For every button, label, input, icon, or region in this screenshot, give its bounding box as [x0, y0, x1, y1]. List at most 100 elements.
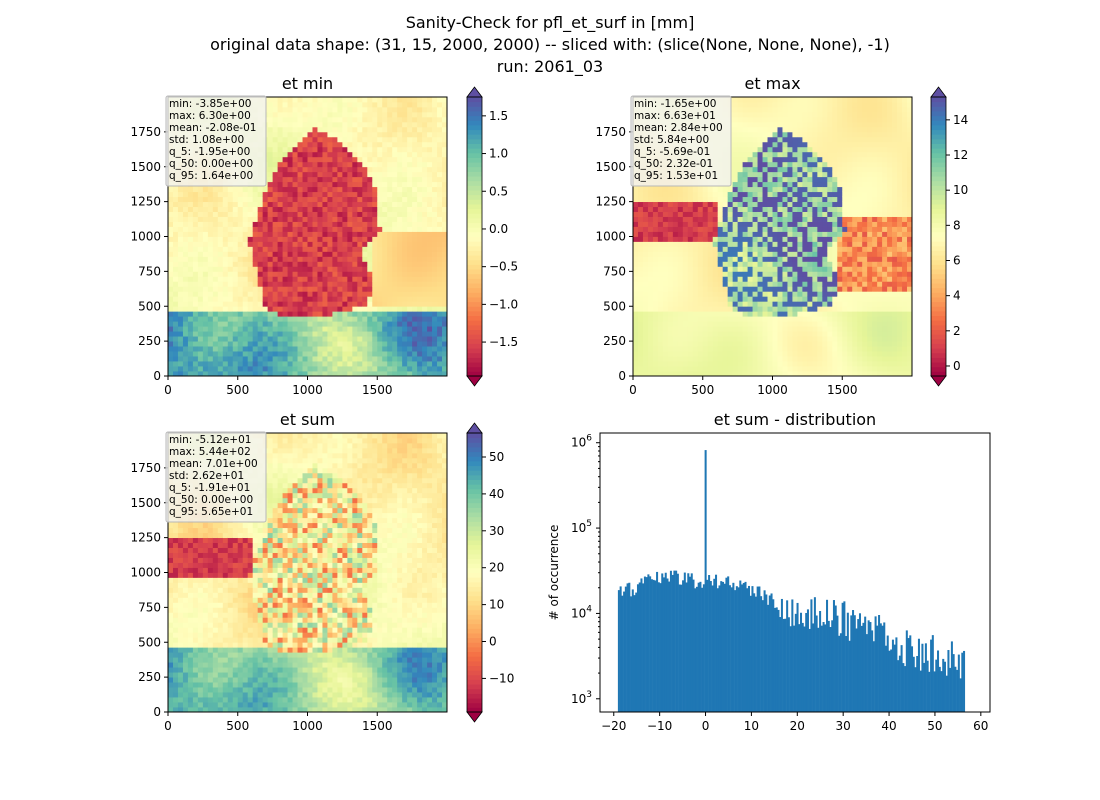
heatmap-cell	[312, 231, 318, 237]
heatmap-cell	[212, 296, 219, 302]
heatmap-cell	[372, 361, 378, 367]
heatmap-cell	[412, 111, 418, 118]
heatmap-cell	[327, 356, 333, 362]
heatmap-cell	[287, 186, 293, 193]
heatmap-cell	[647, 306, 654, 312]
heatmap-cell	[767, 206, 773, 212]
heatmap-cell	[177, 311, 184, 317]
heatmap-cell	[337, 301, 343, 307]
heatmap-cell	[762, 97, 768, 103]
heatmap-cell	[392, 311, 398, 317]
heatmap-cell	[342, 296, 348, 302]
heatmap-cell	[362, 181, 368, 188]
heatmap-cell	[242, 281, 249, 287]
heatmap-cell	[282, 286, 288, 292]
heatmap-cell	[252, 311, 259, 317]
heatmap-cell	[762, 286, 768, 292]
heatmap-cell	[422, 121, 428, 128]
heatmap-cell	[202, 336, 209, 342]
heatmap-cell	[382, 186, 388, 193]
heatmap-cell	[207, 191, 214, 198]
heatmap-cell	[647, 311, 654, 317]
heatmap-cell	[422, 181, 428, 188]
colorbar-segment	[467, 138, 482, 144]
heatmap-cell	[647, 201, 654, 208]
heatmap-cell	[382, 206, 388, 212]
heatmap-cell	[332, 256, 338, 262]
heatmap-cell	[732, 341, 739, 347]
heatmap-cell	[762, 341, 768, 347]
heatmap-cell	[442, 271, 448, 277]
heatmap-cell	[197, 246, 204, 252]
heatmap-cell	[767, 151, 773, 158]
heatmap-cell	[772, 146, 778, 153]
heatmap-cell	[782, 226, 788, 232]
x-tick-label: 1000	[292, 383, 323, 397]
heatmap-cell	[762, 311, 768, 317]
heatmap-cell	[287, 341, 293, 347]
heatmap-cell	[267, 351, 274, 357]
heatmap-cell	[342, 201, 348, 208]
heatmap-cell	[272, 251, 279, 257]
heatmap-cell	[332, 186, 338, 193]
heatmap-cell	[292, 341, 298, 347]
heatmap-cell	[747, 171, 753, 178]
heatmap-cell	[633, 286, 639, 292]
heatmap-cell	[227, 231, 234, 237]
heatmap-cell	[227, 271, 234, 277]
heatmap-cell	[322, 276, 328, 282]
heatmap-cell	[687, 261, 694, 267]
heatmap-cell	[437, 97, 443, 103]
heatmap-cell	[777, 371, 783, 377]
heatmap-cell	[762, 181, 768, 188]
heatmap-cell	[347, 126, 353, 133]
heatmap-cell	[352, 351, 358, 357]
heatmap-cell	[422, 291, 428, 297]
heatmap-cell	[633, 346, 639, 352]
heatmap-cell	[777, 301, 783, 307]
heatmap-cell	[227, 311, 234, 317]
heatmap-cell	[712, 196, 719, 203]
heatmap-cell	[168, 276, 174, 282]
heatmap-cell	[302, 121, 308, 128]
heatmap-cell	[347, 146, 353, 153]
heatmap-cell	[672, 266, 679, 272]
heatmap-cell	[357, 101, 363, 108]
heatmap-cell	[397, 101, 403, 108]
heatmap-cell	[727, 326, 734, 332]
heatmap-cell	[232, 356, 239, 362]
heatmap-cell	[642, 231, 649, 237]
heatmap-cell	[397, 311, 403, 317]
heatmap-cell	[342, 266, 348, 272]
heatmap-cell	[662, 276, 669, 282]
heatmap-cell	[442, 311, 448, 317]
heatmap-cell	[322, 176, 328, 183]
heatmap-cell	[202, 266, 209, 272]
heatmap-cell	[757, 201, 763, 208]
heatmap-cell	[662, 236, 669, 242]
heatmap-cell	[372, 341, 378, 347]
heatmap-cell	[437, 276, 443, 282]
heatmap-cell	[397, 181, 403, 188]
heatmap-cell	[372, 306, 378, 312]
heatmap-cell	[677, 286, 684, 292]
heatmap-cell	[202, 316, 209, 322]
heatmap-cell	[652, 246, 659, 252]
heatmap-cell	[637, 251, 644, 257]
heatmap-cell	[202, 366, 209, 372]
heatmap-cell	[642, 371, 649, 377]
heatmap-cell	[397, 221, 403, 227]
heatmap-cell	[712, 361, 719, 367]
heatmap-cell	[657, 296, 664, 302]
heatmap-cell	[412, 161, 418, 168]
heatmap-cell	[752, 356, 758, 362]
heatmap-cell	[637, 341, 644, 347]
heatmap-cell	[392, 366, 398, 372]
heatmap-cell	[732, 371, 739, 377]
heatmap-cell	[222, 206, 229, 212]
heatmap-cell	[387, 321, 393, 327]
heatmap-cell	[742, 316, 748, 322]
heatmap-cell	[392, 341, 398, 347]
heatmap-cell	[187, 231, 194, 237]
heatmap-cell	[312, 351, 318, 357]
